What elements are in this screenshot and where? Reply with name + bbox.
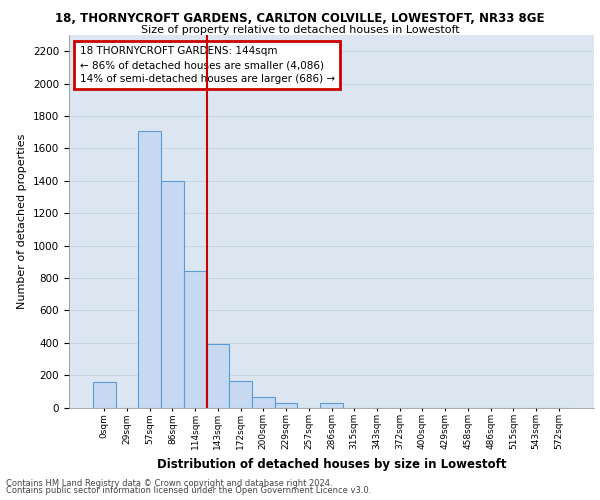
Bar — [93, 382, 116, 407]
Bar — [206, 344, 229, 408]
X-axis label: Distribution of detached houses by size in Lowestoft: Distribution of detached houses by size … — [157, 458, 506, 471]
Text: 18 THORNYCROFT GARDENS: 144sqm
← 86% of detached houses are smaller (4,086)
14% : 18 THORNYCROFT GARDENS: 144sqm ← 86% of … — [79, 46, 335, 84]
Text: Contains HM Land Registry data © Crown copyright and database right 2024.: Contains HM Land Registry data © Crown c… — [6, 478, 332, 488]
Bar — [320, 404, 343, 407]
Bar — [184, 272, 206, 407]
Bar — [275, 402, 298, 407]
Y-axis label: Number of detached properties: Number of detached properties — [17, 134, 28, 309]
Text: Contains public sector information licensed under the Open Government Licence v3: Contains public sector information licen… — [6, 486, 371, 495]
Bar — [161, 181, 184, 408]
Text: Size of property relative to detached houses in Lowestoft: Size of property relative to detached ho… — [140, 25, 460, 35]
Text: 18, THORNYCROFT GARDENS, CARLTON COLVILLE, LOWESTOFT, NR33 8GE: 18, THORNYCROFT GARDENS, CARLTON COLVILL… — [55, 12, 545, 26]
Bar — [139, 130, 161, 407]
Bar — [252, 397, 275, 407]
Bar — [229, 381, 252, 407]
